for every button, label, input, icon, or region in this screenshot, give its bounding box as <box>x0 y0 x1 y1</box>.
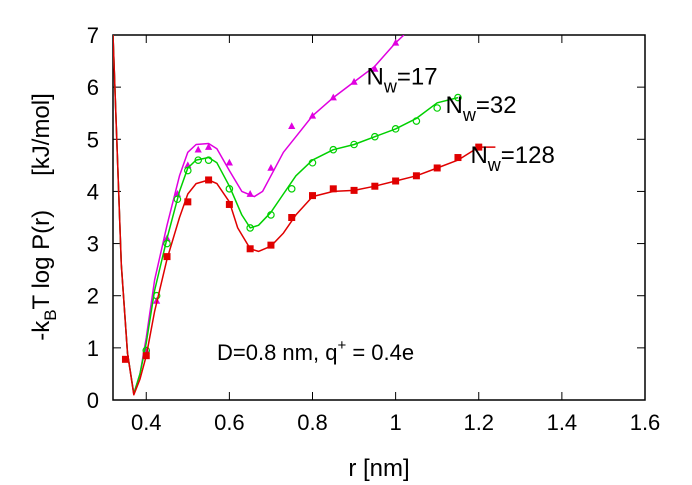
data-point <box>121 355 129 363</box>
data-point <box>194 145 202 153</box>
data-point <box>308 158 317 167</box>
data-point <box>433 104 441 112</box>
data-point <box>184 198 192 206</box>
data-point <box>412 172 420 180</box>
data-point <box>184 166 192 175</box>
data-point <box>350 140 358 149</box>
x-tick-label: 0.8 <box>297 410 328 435</box>
data-point <box>371 64 379 72</box>
data-point <box>288 122 296 130</box>
data-point <box>371 132 379 141</box>
series-label: Nw=128 <box>470 142 554 175</box>
data-point <box>267 241 275 249</box>
y-axis-label: -kBT log P(r)[kJ/mol] <box>28 93 60 341</box>
data-point <box>371 182 379 190</box>
data-point <box>225 200 233 208</box>
data-point <box>194 156 203 164</box>
data-point <box>205 176 213 184</box>
data-point <box>288 214 296 221</box>
x-tick-label: 0.6 <box>214 410 245 435</box>
data-point <box>412 117 421 125</box>
series-label: Nw=32 <box>446 92 517 125</box>
data-point <box>204 156 213 164</box>
data-point <box>246 190 254 197</box>
x-axis-label: r [nm] <box>348 455 409 482</box>
data-point <box>391 125 400 133</box>
y-tick-label: 6 <box>87 75 99 100</box>
data-point <box>350 77 358 85</box>
data-point <box>309 192 316 200</box>
y-tick-label: 4 <box>87 179 99 204</box>
data-point <box>454 154 462 162</box>
data-point <box>392 177 400 185</box>
data-point <box>454 93 462 102</box>
annotation: D=0.8 nm, q+ = 0.4e <box>217 337 414 365</box>
x-tick-label: 1.2 <box>463 410 494 435</box>
x-tick-label: 0.4 <box>131 410 162 435</box>
y-tick-label: 0 <box>87 388 99 413</box>
series-label: Nw=17 <box>367 64 438 97</box>
data-point <box>173 195 182 204</box>
data-point <box>267 211 275 219</box>
y-tick-label: 7 <box>87 23 99 48</box>
y-tick-label: 5 <box>87 127 99 152</box>
data-point <box>225 185 234 193</box>
data-point <box>308 111 317 119</box>
data-point <box>225 158 233 166</box>
data-point <box>287 185 296 193</box>
data-point <box>329 145 338 154</box>
data-point <box>246 224 254 232</box>
data-point <box>163 239 171 248</box>
data-point <box>475 143 483 151</box>
data-point <box>329 185 337 193</box>
y-tick-label: 1 <box>87 336 99 361</box>
data-point <box>246 245 254 253</box>
svg-text:-kBT log P(r)[kJ/mol]: -kBT log P(r)[kJ/mol] <box>28 93 60 341</box>
data-point <box>392 38 400 46</box>
series-layer <box>113 35 496 396</box>
data-point <box>204 143 213 150</box>
data-point <box>142 352 150 360</box>
tick-labels: 0.4 0.6 0.8 1 1.2 1.4 1.6 0 1 2 3 4 5 6 7 <box>87 23 661 435</box>
data-point <box>350 186 358 194</box>
x-tick-label: 1.6 <box>630 410 661 435</box>
data-point <box>329 93 337 101</box>
y-tick-label: 2 <box>87 284 99 309</box>
y-tick-label: 3 <box>87 232 99 257</box>
data-point <box>163 253 171 261</box>
data-point <box>267 163 275 171</box>
x-tick-label: 1.4 <box>547 410 578 435</box>
plot-area <box>112 34 646 401</box>
x-tick-label: 1 <box>390 410 402 435</box>
data-point <box>433 164 441 172</box>
data-point <box>152 291 161 300</box>
